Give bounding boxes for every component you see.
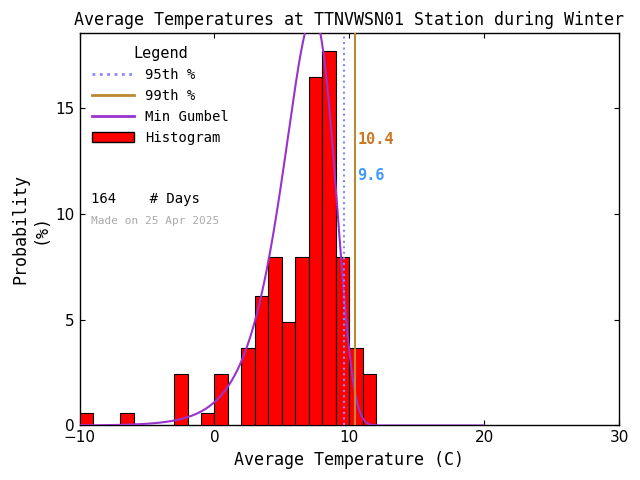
- Bar: [241, 348, 255, 425]
- Bar: [349, 348, 363, 425]
- X-axis label: Average Temperature (C): Average Temperature (C): [234, 451, 465, 469]
- Bar: [363, 374, 376, 425]
- Legend: 95th %, 99th %, Min Gumbel, Histogram: 95th %, 99th %, Min Gumbel, Histogram: [86, 40, 234, 150]
- Title: Average Temperatures at TTNVWSN01 Station during Winter: Average Temperatures at TTNVWSN01 Statio…: [74, 11, 625, 29]
- Y-axis label: Probability
(%): Probability (%): [11, 174, 50, 285]
- Bar: [174, 374, 188, 425]
- Text: Made on 25 Apr 2025: Made on 25 Apr 2025: [92, 216, 220, 226]
- Bar: [336, 257, 349, 425]
- Bar: [282, 322, 296, 425]
- Bar: [201, 412, 214, 425]
- Bar: [120, 412, 134, 425]
- Bar: [79, 412, 93, 425]
- Bar: [323, 51, 336, 425]
- Bar: [296, 257, 309, 425]
- Bar: [255, 296, 268, 425]
- Bar: [214, 374, 228, 425]
- Bar: [309, 77, 323, 425]
- Text: 10.4: 10.4: [358, 132, 394, 147]
- Text: 164    # Days: 164 # Days: [92, 192, 200, 206]
- Bar: [268, 257, 282, 425]
- Text: 9.6: 9.6: [358, 168, 385, 183]
